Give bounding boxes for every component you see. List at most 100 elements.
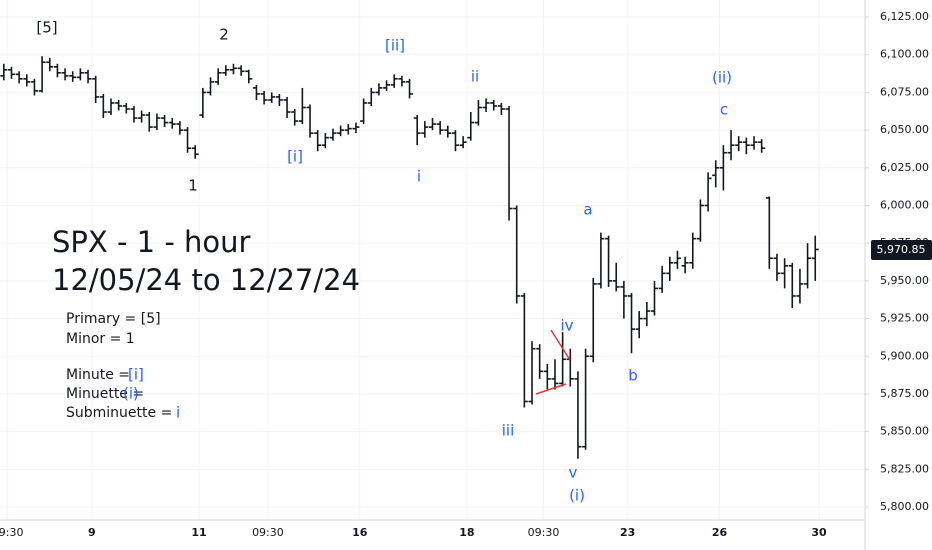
ohlc-bar	[214, 68, 222, 85]
ohlc-bar	[758, 139, 766, 153]
ohlc-bar	[130, 105, 138, 123]
ohlc-bar	[61, 68, 69, 81]
ohlc-bar	[298, 87, 306, 125]
ohlc-bar	[84, 69, 92, 84]
y-tick-label: 6,050.00	[880, 123, 929, 136]
ohlc-bar	[436, 121, 444, 135]
x-tick-label: 30	[811, 526, 827, 539]
y-tick-label: 5,800.00	[880, 500, 929, 513]
ohlc-bar	[788, 262, 796, 309]
wave-label: [ii]	[385, 37, 405, 55]
ohlc-bar	[7, 66, 15, 79]
wave-label: iii	[502, 422, 515, 440]
chart-title: SPX - 1 - hour	[52, 225, 251, 259]
key-label: Subminuette =	[66, 405, 172, 421]
y-tick-label: 5,825.00	[880, 462, 929, 475]
ohlc-bar	[38, 56, 46, 93]
ohlc-bar	[574, 371, 582, 459]
ohlc-bar	[505, 105, 513, 221]
ohlc-bar	[444, 125, 452, 138]
ohlc-bar	[811, 235, 819, 281]
wave-label: v	[569, 464, 578, 482]
wave-label: iv	[560, 317, 573, 335]
ohlc-bar	[727, 130, 735, 161]
x-tick-label: 09:30	[528, 526, 560, 539]
ohlc-bar	[796, 268, 804, 304]
ohlc-bar	[283, 96, 291, 119]
ohlc-bar	[765, 196, 773, 269]
ohlc-bar	[53, 63, 61, 78]
ohlc-bar	[0, 63, 8, 81]
ohlc-bar	[628, 292, 636, 354]
ohlc-bar	[559, 332, 567, 387]
wave-label: a	[583, 201, 592, 219]
x-tick-label: 11	[191, 526, 206, 539]
ohlc-bar	[107, 98, 115, 116]
ohlc-bar	[635, 311, 643, 339]
ohlc-bar	[245, 69, 253, 84]
ohlc-bar	[459, 136, 467, 149]
ohlc-bar	[551, 359, 559, 390]
ohlc-bar	[528, 341, 536, 405]
ohlc-bar	[742, 137, 750, 155]
ohlc-bar	[773, 253, 781, 281]
ohlc-bar	[406, 78, 414, 99]
x-tick-label: 9	[88, 526, 96, 539]
ohlc-bar	[275, 93, 283, 106]
y-tick-label: 6,000.00	[880, 198, 929, 211]
ohlc-bar	[650, 280, 658, 316]
ohlc-bar	[383, 80, 391, 91]
x-tick-label: 16	[352, 526, 368, 539]
ohlc-bar	[673, 250, 681, 269]
ohlc-bar	[360, 98, 368, 125]
ohlc-bar	[191, 145, 199, 159]
x-tick-label: 18	[459, 526, 474, 539]
ohlc-bar	[712, 160, 720, 188]
ohlc-bar	[321, 133, 329, 149]
x-tick-label: 23	[620, 526, 635, 539]
ohlc-bar	[781, 258, 789, 289]
ohlc-bar	[329, 128, 337, 141]
ohlc-bar	[207, 77, 215, 96]
key-symbol: (i)	[123, 385, 139, 403]
ohlc-bar	[597, 232, 605, 289]
wave-label: i	[417, 168, 421, 186]
y-tick-label: 5,925.00	[880, 312, 929, 325]
ohlc-bar	[306, 104, 314, 138]
ohlc-bar	[344, 124, 352, 135]
ohlc-bar	[536, 344, 544, 379]
y-tick-label: 5,950.00	[880, 274, 929, 287]
wave-label: (ii)	[712, 69, 732, 87]
ohlc-bar	[69, 71, 77, 82]
key-symbol: [i]	[128, 366, 144, 384]
ohlc-bar	[161, 115, 169, 128]
ohlc-bar	[76, 68, 84, 81]
ohlc-bar	[413, 115, 421, 146]
ohlc-bar	[168, 118, 176, 129]
bars	[0, 56, 819, 459]
wave-label: [5]	[36, 19, 57, 37]
x-tick-label: 26	[712, 526, 728, 539]
ohlc-bar	[23, 74, 31, 87]
ohlc-bar	[704, 172, 712, 212]
key-label: Minuette =	[66, 386, 144, 402]
wave-label: 1	[188, 177, 198, 195]
key-label: Minute =	[66, 367, 130, 383]
ohlc-bar	[605, 235, 613, 287]
wave-label: [i]	[287, 148, 303, 166]
ohlc-bar	[490, 99, 498, 111]
ohlc-bar	[681, 256, 689, 274]
key-label: Primary = [5]	[66, 311, 161, 327]
chart-subtitle: 12/05/24 to 12/27/24	[52, 263, 360, 297]
ohlc-bar	[375, 83, 383, 96]
ohlc-bar	[582, 348, 590, 450]
ohlc-bar	[176, 121, 184, 135]
wave-label: ii	[471, 68, 479, 86]
ohlc-bar	[237, 65, 245, 76]
wave-label: c	[720, 101, 728, 119]
ohlc-bar	[268, 92, 276, 103]
ohlc-bar	[620, 280, 628, 319]
ohlc-bar	[229, 63, 237, 75]
